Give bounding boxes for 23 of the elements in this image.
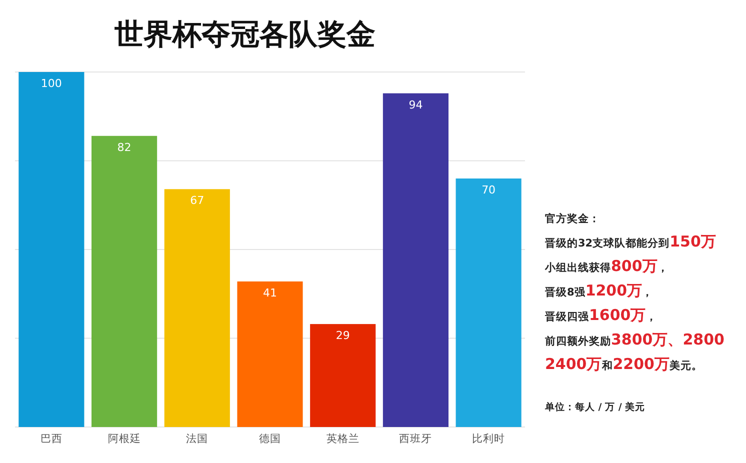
x-tick-label: 阿根廷 — [108, 433, 141, 445]
text: 晋级8强1200万， — [544, 282, 654, 300]
data-label: 67 — [190, 194, 204, 208]
text: 前四额外奖励3800万、2800 — [544, 330, 724, 348]
x-tick-label: 西班牙 — [399, 432, 432, 445]
text: 小组出线获得800万， — [544, 257, 668, 275]
x-tick-label: 法国 — [186, 432, 208, 445]
text: 官方奖金： — [545, 212, 600, 225]
x-tick-label: 英格兰 — [326, 432, 360, 445]
chart-title: 世界杯夺冠各队奖金 — [114, 17, 376, 51]
data-label: 94 — [408, 98, 423, 112]
x-tick-label: 巴西 — [40, 433, 62, 445]
x-tick-label: 比利时 — [472, 432, 506, 445]
text: 晋级四强1600万， — [544, 306, 657, 324]
text: 晋级的32支球队都能分到150万 — [544, 232, 716, 250]
data-label: 29 — [336, 329, 350, 342]
data-label: 100 — [40, 77, 62, 90]
x-tick-label: 德国 — [259, 433, 281, 445]
text: 单位：每人 / 万 / 美元 — [544, 401, 646, 413]
text: 2400万和2200万美元。 — [545, 355, 702, 373]
data-label: 82 — [117, 140, 132, 154]
data-label: 70 — [482, 184, 496, 196]
data-label: 41 — [263, 286, 277, 300]
